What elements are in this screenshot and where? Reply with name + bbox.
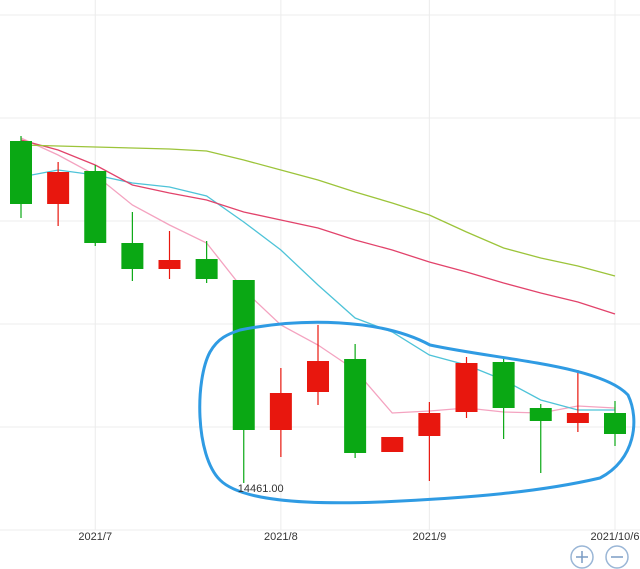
min-label: 14461.00 <box>238 483 284 495</box>
grid <box>0 0 640 531</box>
candle-body <box>158 260 181 269</box>
candles <box>10 136 626 483</box>
ma-line <box>20 139 616 315</box>
x-tick-label: 2021/10/6 <box>591 531 640 543</box>
candle-body <box>232 280 255 430</box>
zoom-in-button[interactable] <box>570 545 594 569</box>
highlight-ellipse <box>198 320 636 505</box>
zoom-out-button[interactable] <box>605 545 629 569</box>
candle-body <box>566 413 589 423</box>
candle-body <box>344 359 367 453</box>
candle-body <box>492 362 515 408</box>
candle-body <box>47 172 70 204</box>
moving-averages <box>20 137 616 414</box>
candle-body <box>195 259 218 279</box>
candle-body <box>121 243 144 269</box>
x-tick-label: 2021/8 <box>264 531 298 543</box>
zoom-in-icon[interactable] <box>576 551 588 563</box>
ma-line <box>20 169 615 411</box>
candle-body <box>455 363 478 412</box>
candle-body <box>529 408 552 421</box>
candle-body <box>269 393 292 430</box>
candle-body <box>307 361 329 392</box>
candle-body <box>604 413 626 434</box>
candle-body <box>84 171 107 243</box>
candle-body <box>10 141 32 204</box>
x-tick-label: 2021/9 <box>413 531 447 543</box>
candle-body <box>381 437 404 452</box>
candle-body <box>418 413 441 436</box>
ma-line <box>20 144 616 277</box>
x-tick-label: 2021/7 <box>78 531 112 543</box>
labels: 2021/7 2021/8 2021/9 2021/10/6 14461.00 <box>78 483 639 543</box>
